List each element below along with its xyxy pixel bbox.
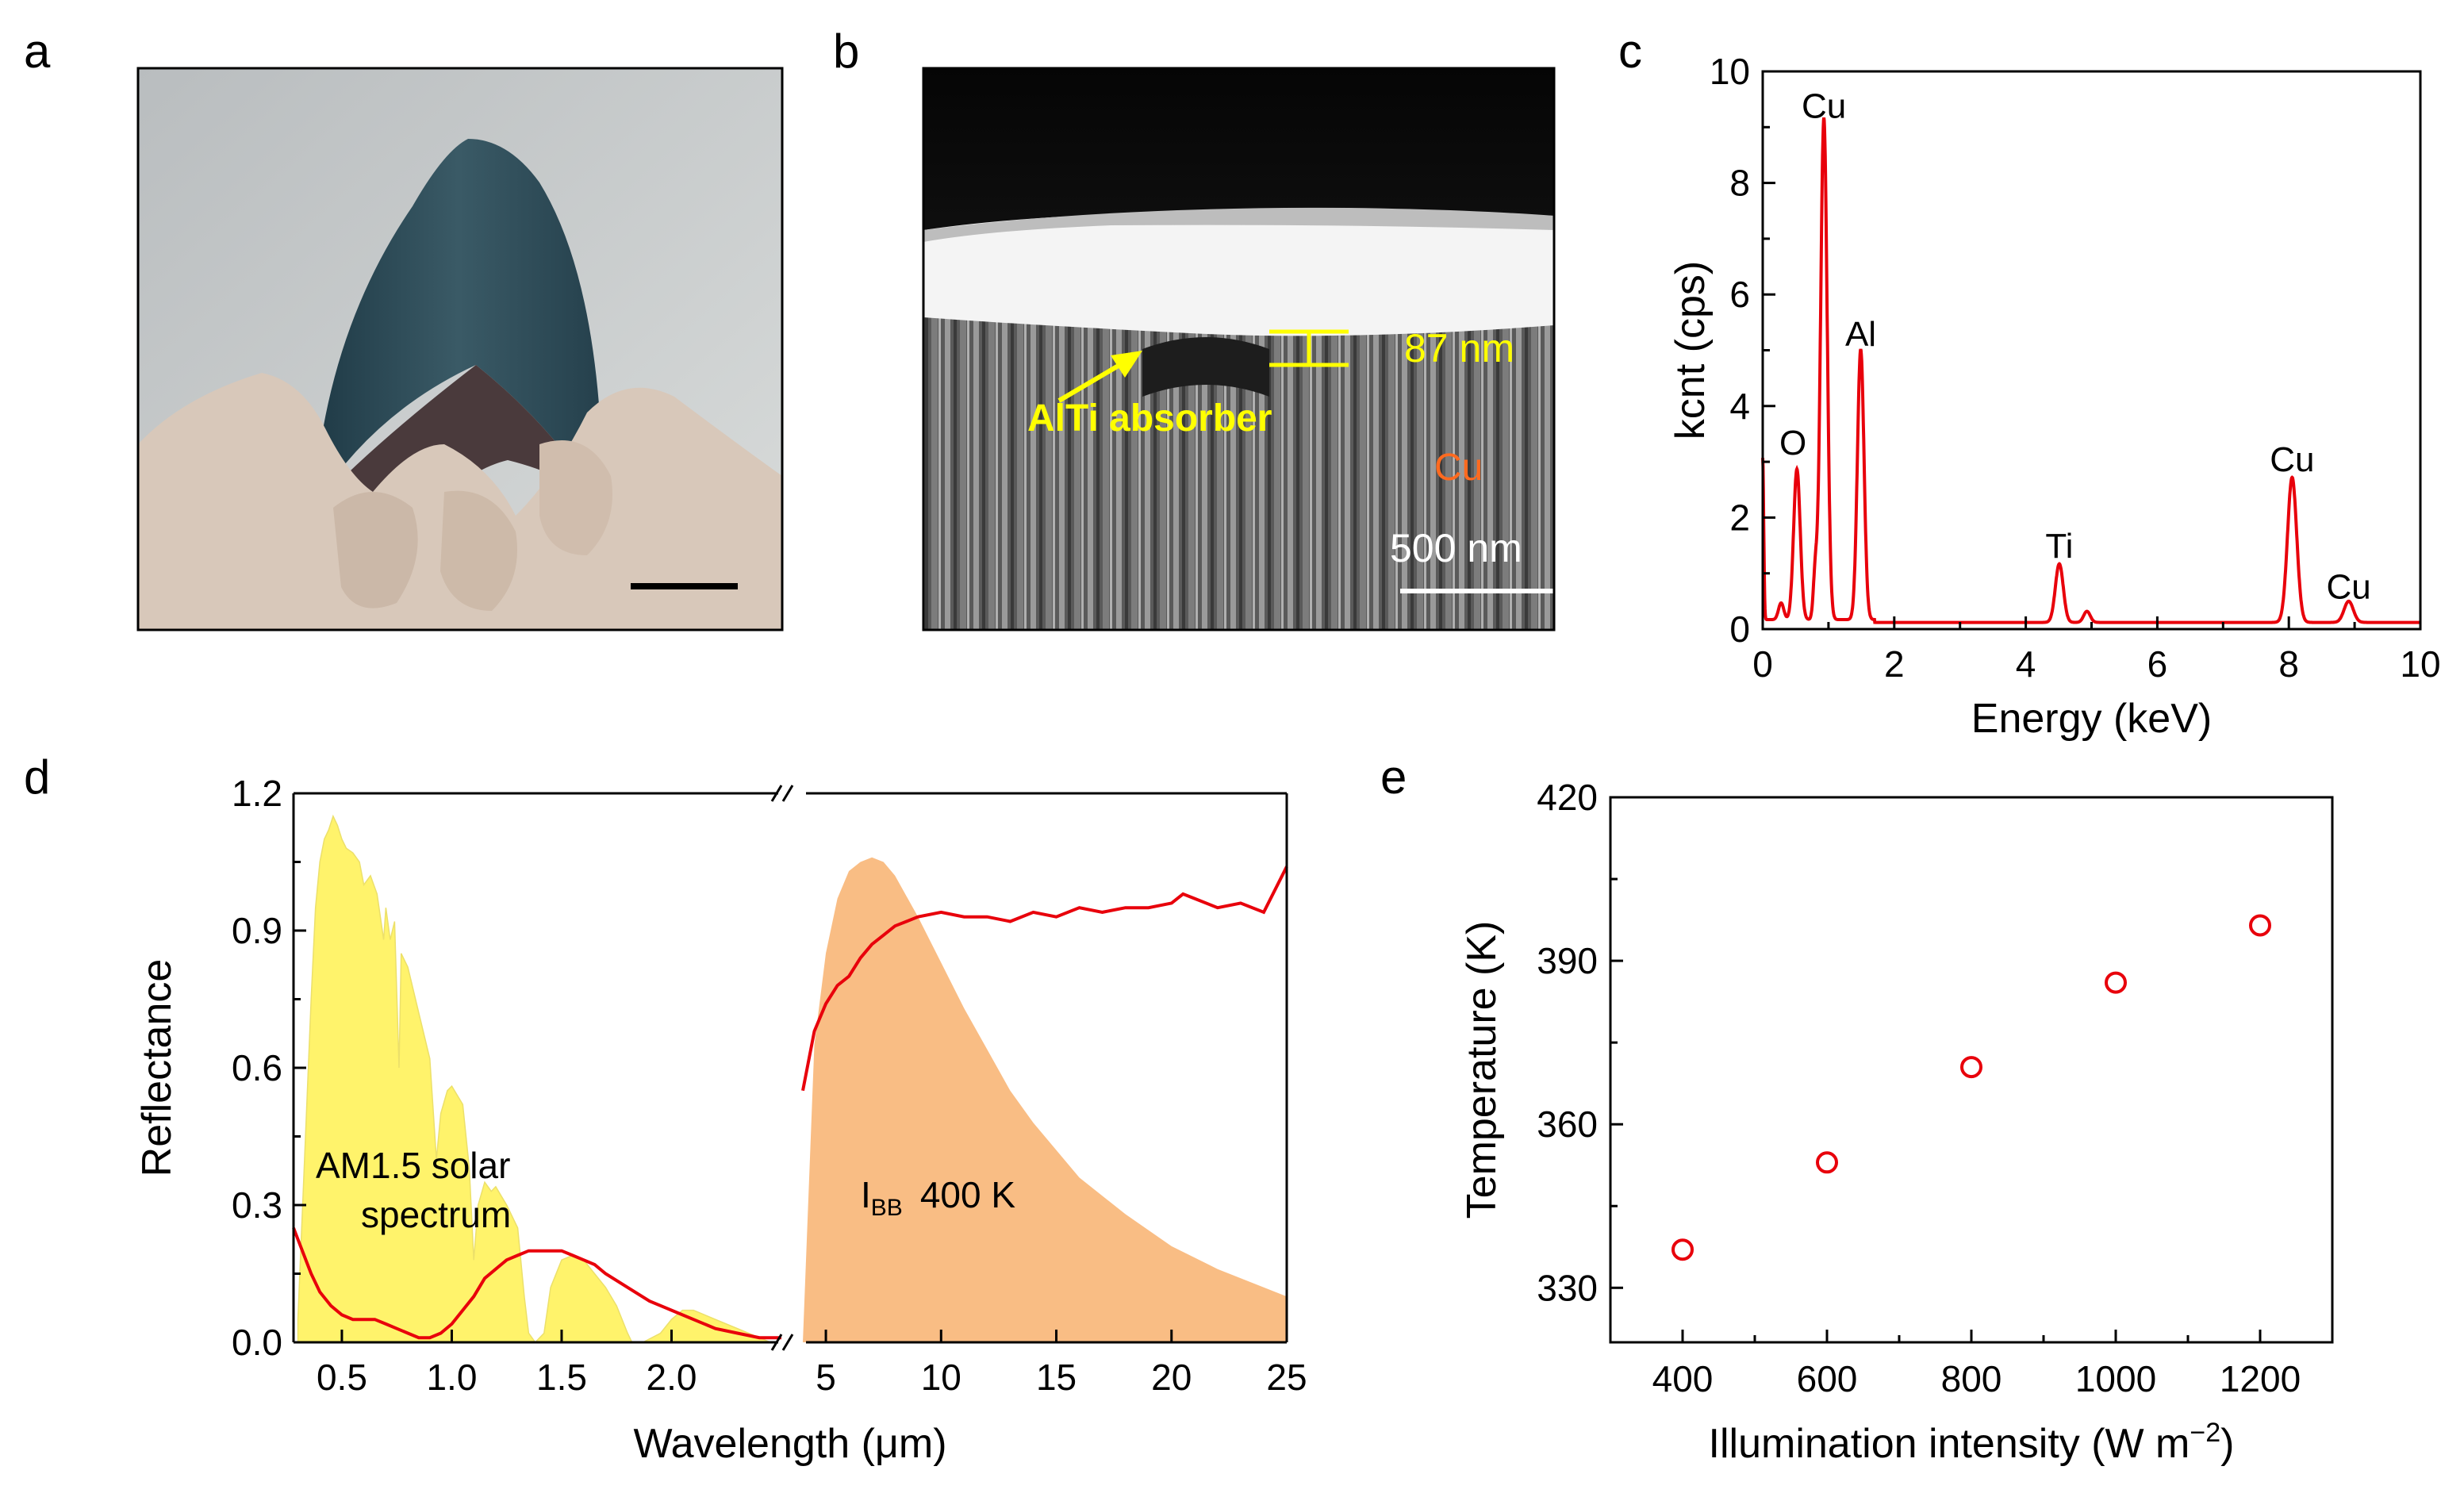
x-tick-label: 5	[816, 1357, 836, 1398]
x-tick-label: 0	[1752, 643, 1773, 685]
panel-letter-a: a	[24, 25, 51, 78]
panel-b-scale-bar	[1400, 589, 1554, 593]
data-point	[2249, 914, 2271, 937]
panel-a-scale-bar	[631, 583, 738, 589]
y-tick-label: 360	[1537, 1104, 1598, 1145]
blackbody-label: IBB 400 K	[861, 1174, 1015, 1221]
solar-label-line1: AM1.5 solar	[316, 1145, 510, 1186]
peak-label-al: Al	[1845, 315, 1876, 354]
data-point	[2105, 971, 2127, 994]
x-tick-label: 1000	[2075, 1358, 2156, 1399]
y-tick-label: 0.9	[232, 910, 282, 951]
reflectance-line-mir	[801, 866, 1288, 1092]
x-tick-label: 1.5	[536, 1357, 587, 1398]
y-tick-label: 8	[1729, 163, 1750, 204]
y-tick-label: 2	[1729, 497, 1750, 538]
chart-e-frame	[1609, 796, 2334, 1344]
y-tick-label: 390	[1537, 940, 1598, 981]
absorber-sheet	[313, 139, 603, 508]
solar-spectrum-area	[297, 814, 771, 1344]
x-tick-label: 2.0	[647, 1357, 697, 1398]
absorber-layer	[923, 210, 1554, 336]
solar-label-line2: spectrum	[361, 1194, 511, 1235]
x-tick-label: 800	[1941, 1358, 2002, 1399]
x-tick-label: 15	[1036, 1357, 1077, 1398]
substrate-label: Cu	[1434, 447, 1483, 489]
x-tick-label: 1.0	[426, 1357, 477, 1398]
eds-spectrum-line	[1761, 117, 2420, 624]
panel-b-frame	[922, 67, 1556, 631]
panel-letter-e: e	[1380, 750, 1407, 804]
y-tick-label: 420	[1537, 777, 1598, 818]
x-tick-label: 25	[1266, 1357, 1307, 1398]
peak-label-cu: Cu	[2327, 567, 2371, 606]
absorber-arrow	[1057, 351, 1142, 403]
x-tick-label: 10	[921, 1357, 961, 1398]
chart-e-temperature: 400 600 800 1000 1200 330 360 390 420 Illuminatio…	[1459, 777, 2334, 1467]
panel-a-frame	[136, 67, 784, 631]
axis-break-mark	[781, 785, 794, 802]
x-tick-label: 4	[2016, 643, 2036, 685]
scale-bar-label: 500 nm	[1390, 526, 1522, 570]
y-tick-label: 0.3	[232, 1184, 282, 1226]
panel-b-sem	[923, 68, 1554, 630]
x-tick-label: 10	[2400, 643, 2440, 685]
peak-label-cu: Cu	[1802, 86, 1846, 125]
y-tick-label: 0.0	[232, 1322, 282, 1363]
y-axis-title: Reflectance	[134, 959, 180, 1177]
y-axis-title: Temperature (K)	[1459, 921, 1505, 1219]
y-tick-label: 0	[1729, 608, 1750, 650]
data-point	[1671, 1238, 1694, 1261]
panel-letter-b: b	[833, 25, 859, 78]
x-axis-title: Wavelength (μm)	[633, 1421, 946, 1467]
chart-c-eds-spectrum: 0 2 4 6 8 10 0 2 4 6 8 10 O Cu Al Ti Cu Cu Energy (keV) kcn…	[1668, 51, 2441, 742]
x-axis-title: Illumination intensity (W m−2)	[1709, 1418, 2235, 1467]
axis-break-mark	[770, 785, 783, 802]
blackbody-area	[803, 857, 1287, 1342]
thickness-label: 87 nm	[1404, 326, 1514, 370]
x-tick-label: 0.5	[317, 1357, 367, 1398]
y-tick-label: 330	[1537, 1267, 1598, 1308]
reflectance-line-visible-nir	[292, 1227, 781, 1340]
y-axis-title: kcnt (cps)	[1668, 261, 1714, 440]
panel-a-photo	[138, 68, 782, 630]
y-tick-label: 0.6	[232, 1047, 282, 1088]
x-axis-title: Energy (keV)	[1971, 696, 2212, 742]
x-tick-label: 20	[1151, 1357, 1192, 1398]
data-point	[1960, 1056, 1982, 1079]
axis-break-mark	[781, 1334, 794, 1351]
x-tick-label: 1200	[2220, 1358, 2301, 1399]
axis-break-mark	[770, 1334, 783, 1351]
x-tick-label: 6	[2147, 643, 2168, 685]
panel-letter-c: c	[1618, 25, 1642, 78]
peak-label-cu: Cu	[2270, 440, 2314, 479]
x-tick-label: 600	[1797, 1358, 1858, 1399]
peak-label-o: O	[1779, 424, 1806, 463]
thickness-marker	[1269, 329, 1349, 367]
y-tick-label: 4	[1729, 386, 1750, 427]
arrow-label: AlTi absorber	[1027, 397, 1272, 440]
chart-d-reflectance: 0.0 0.3 0.6 0.9 1.2 0.5 1.0 1.5 2.0 5 10 15 20 25 AM1.…	[134, 773, 1307, 1467]
panel-letter-d: d	[24, 750, 50, 804]
y-tick-label: 10	[1710, 51, 1750, 92]
x-tick-label: 400	[1652, 1358, 1714, 1399]
y-tick-label: 1.2	[232, 773, 282, 814]
x-tick-label: 2	[1884, 643, 1905, 685]
x-tick-label: 8	[2278, 643, 2299, 685]
y-tick-label: 6	[1729, 274, 1750, 315]
peak-label-ti: Ti	[2045, 527, 2073, 566]
data-point	[1816, 1151, 1838, 1174]
